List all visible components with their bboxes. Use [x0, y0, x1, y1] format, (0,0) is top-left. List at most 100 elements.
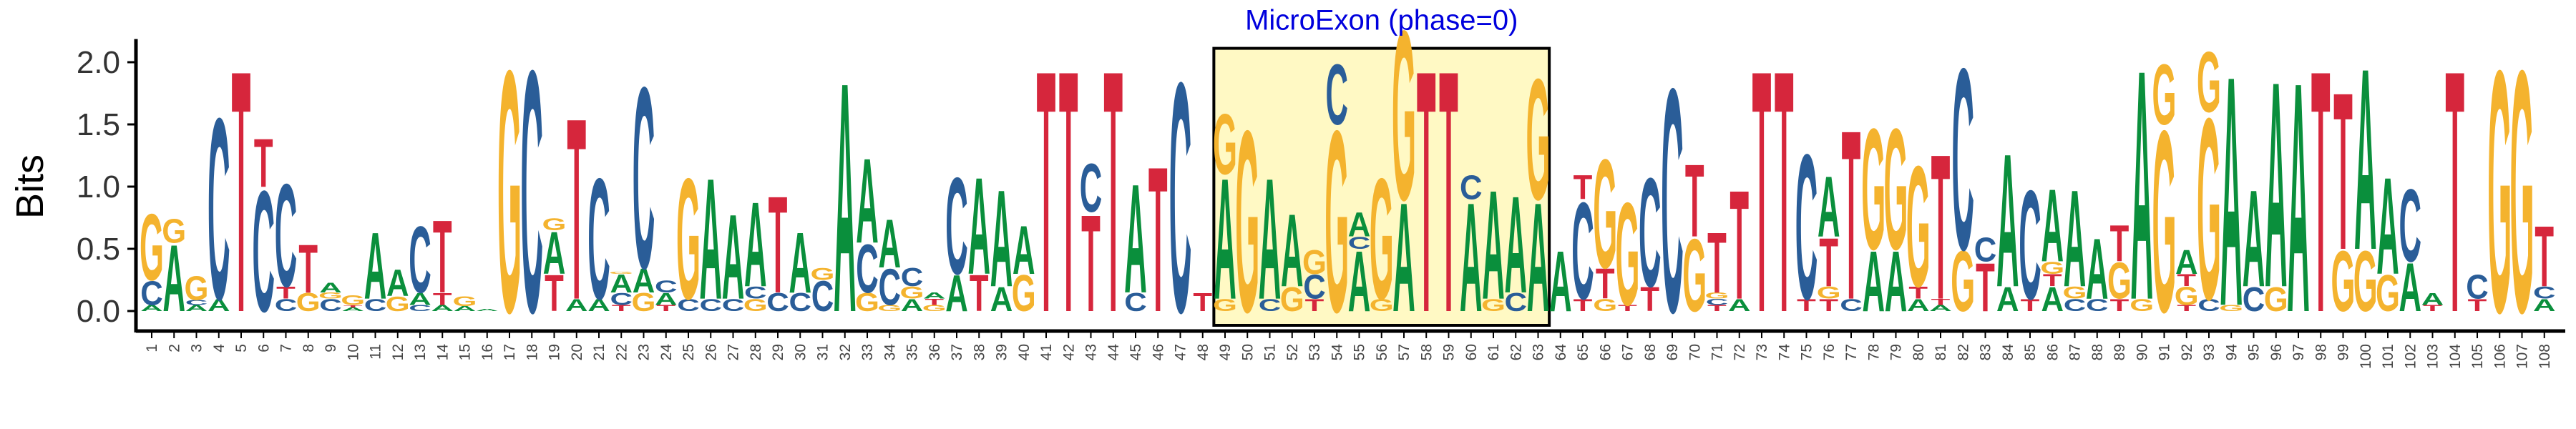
logo-letter-t: T — [1193, 287, 1212, 317]
y-tick-label: 0.5 — [77, 232, 120, 267]
logo-letter-t: T — [2177, 303, 2196, 313]
x-tick-label: 20 — [569, 344, 585, 360]
x-tick-label: 85 — [2022, 344, 2039, 360]
x-tick-label: 52 — [1284, 344, 1301, 360]
logo-letter-a: A — [2175, 242, 2198, 282]
logo-letter-a: A — [1818, 159, 1840, 255]
x-tick-label: 86 — [2044, 344, 2061, 360]
logo-letter-a: A — [633, 261, 655, 300]
logo-letter-a: A — [1996, 116, 2019, 327]
x-tick-label: 93 — [2201, 344, 2218, 360]
logo-letter-c: C — [610, 290, 633, 309]
logo-letter-t: T — [1908, 283, 1928, 302]
logo-letter-a: A — [140, 303, 163, 313]
x-tick-label: 87 — [2067, 344, 2084, 360]
logo-letter-g: G — [140, 194, 164, 300]
logo-letter-a: A — [722, 190, 745, 325]
x-tick-label: 59 — [1441, 344, 1458, 360]
x-tick-label: 37 — [949, 344, 965, 360]
logo-letter-c: C — [1795, 111, 1818, 342]
logo-letter-t: T — [1059, 0, 1078, 385]
x-tick-label: 69 — [1664, 344, 1681, 360]
logo-letter-a: A — [2041, 167, 2064, 283]
logo-letter-t: T — [1819, 224, 1838, 301]
logo-letter-g: G — [162, 211, 186, 250]
logo-letter-g: G — [1951, 234, 1975, 330]
x-tick-label: 50 — [1239, 344, 1256, 360]
logo-letter-a: A — [990, 161, 1013, 316]
x-tick-label: 76 — [1821, 344, 1838, 360]
logo-letter-g: G — [1884, 93, 1908, 286]
logo-letter-c: C — [1169, 15, 1192, 381]
x-tick-label: 3 — [189, 344, 205, 352]
x-tick-label: 14 — [434, 344, 451, 361]
microexon-annotation-label: MicroExon (phase=0) — [1245, 5, 1518, 36]
logo-letter-c: C — [409, 303, 431, 313]
logo-letter-a: A — [587, 296, 610, 315]
logo-letter-t: T — [1775, 0, 1794, 385]
logo-letter-a: A — [1907, 296, 1930, 315]
x-tick-label: 39 — [994, 344, 1010, 360]
logo-letter-g: G — [2197, 35, 2221, 131]
x-tick-label: 89 — [2112, 344, 2128, 360]
x-tick-label: 47 — [1173, 344, 1189, 360]
logo-letter-t: T — [1640, 280, 1659, 319]
x-tick-label: 16 — [479, 344, 496, 360]
x-tick-label: 108 — [2537, 344, 2553, 369]
microexon-highlight-box — [1212, 46, 1551, 327]
logo-letter-a: A — [2041, 280, 2064, 319]
logo-letter-g: G — [1616, 173, 1640, 336]
y-ticks-layer: 0.0 0.5 1.0 1.5 2.0 — [77, 45, 136, 329]
logo-letter-a: A — [341, 307, 364, 312]
logo-letter-c: C — [1840, 296, 1863, 315]
x-tick-label: 5 — [233, 344, 250, 352]
logo-letter-c: C — [1661, 22, 1684, 380]
logo-letter-g: G — [2152, 47, 2177, 143]
logo-letter-c: C — [2019, 159, 2041, 332]
x-tick-label: 34 — [882, 344, 898, 361]
logo-letter-c: C — [275, 296, 298, 315]
logo-letter-c: C — [789, 287, 811, 317]
logo-letter-t: T — [343, 304, 363, 307]
logo-letter-g: G — [632, 287, 656, 317]
logo-letter-t: T — [1685, 142, 1704, 258]
x-tick-label: 28 — [748, 344, 764, 360]
logo-letter-c: C — [1348, 234, 1371, 253]
x-tick-label: 40 — [1016, 344, 1033, 360]
logo-letter-a: A — [1549, 234, 1572, 330]
x-tick-label: 96 — [2268, 344, 2285, 360]
x-tick-label: 53 — [1307, 344, 1323, 360]
logo-letter-t: T — [970, 265, 989, 322]
logo-letter-g: G — [609, 270, 633, 274]
x-tick-label: 81 — [1933, 344, 1949, 360]
x-tick-label: 84 — [2000, 344, 2016, 361]
logo-letter-g: G — [185, 268, 209, 307]
logo-letter-g: G — [1370, 142, 1394, 335]
logo-letter-a: A — [1259, 142, 1282, 335]
logo-letter-c: C — [520, 0, 543, 385]
x-tick-label: 27 — [726, 344, 742, 360]
logo-letter-c: C — [1974, 230, 1997, 269]
logo-letter-a: A — [1929, 303, 1952, 313]
logo-letter-a: A — [901, 296, 924, 315]
x-tick-label: 101 — [2380, 344, 2396, 369]
logo-letter-t: T — [254, 124, 273, 201]
logo-letter-a: A — [2376, 149, 2399, 304]
logo-letter-c: C — [2086, 296, 2109, 315]
x-tick-label: 80 — [1911, 344, 1927, 360]
logo-letter-c: C — [2243, 280, 2265, 319]
logo-letter-c: C — [901, 263, 924, 292]
logo-letter-t: T — [1037, 0, 1056, 385]
logo-letter-t: T — [2445, 0, 2464, 385]
x-tick-label: 94 — [2223, 344, 2240, 361]
logo-letter-a: A — [1281, 192, 1304, 308]
logo-letter-a: A — [1392, 171, 1415, 345]
logo-letter-t: T — [924, 297, 944, 307]
logo-letter-a: A — [476, 308, 499, 312]
logo-letter-a: A — [834, 15, 857, 381]
logo-letter-g: G — [1861, 93, 1885, 286]
logo-letter-g: G — [2197, 64, 2221, 354]
x-tick-label: 23 — [636, 344, 653, 360]
x-tick-label: 10 — [345, 344, 361, 360]
x-tick-label: 97 — [2290, 344, 2307, 360]
